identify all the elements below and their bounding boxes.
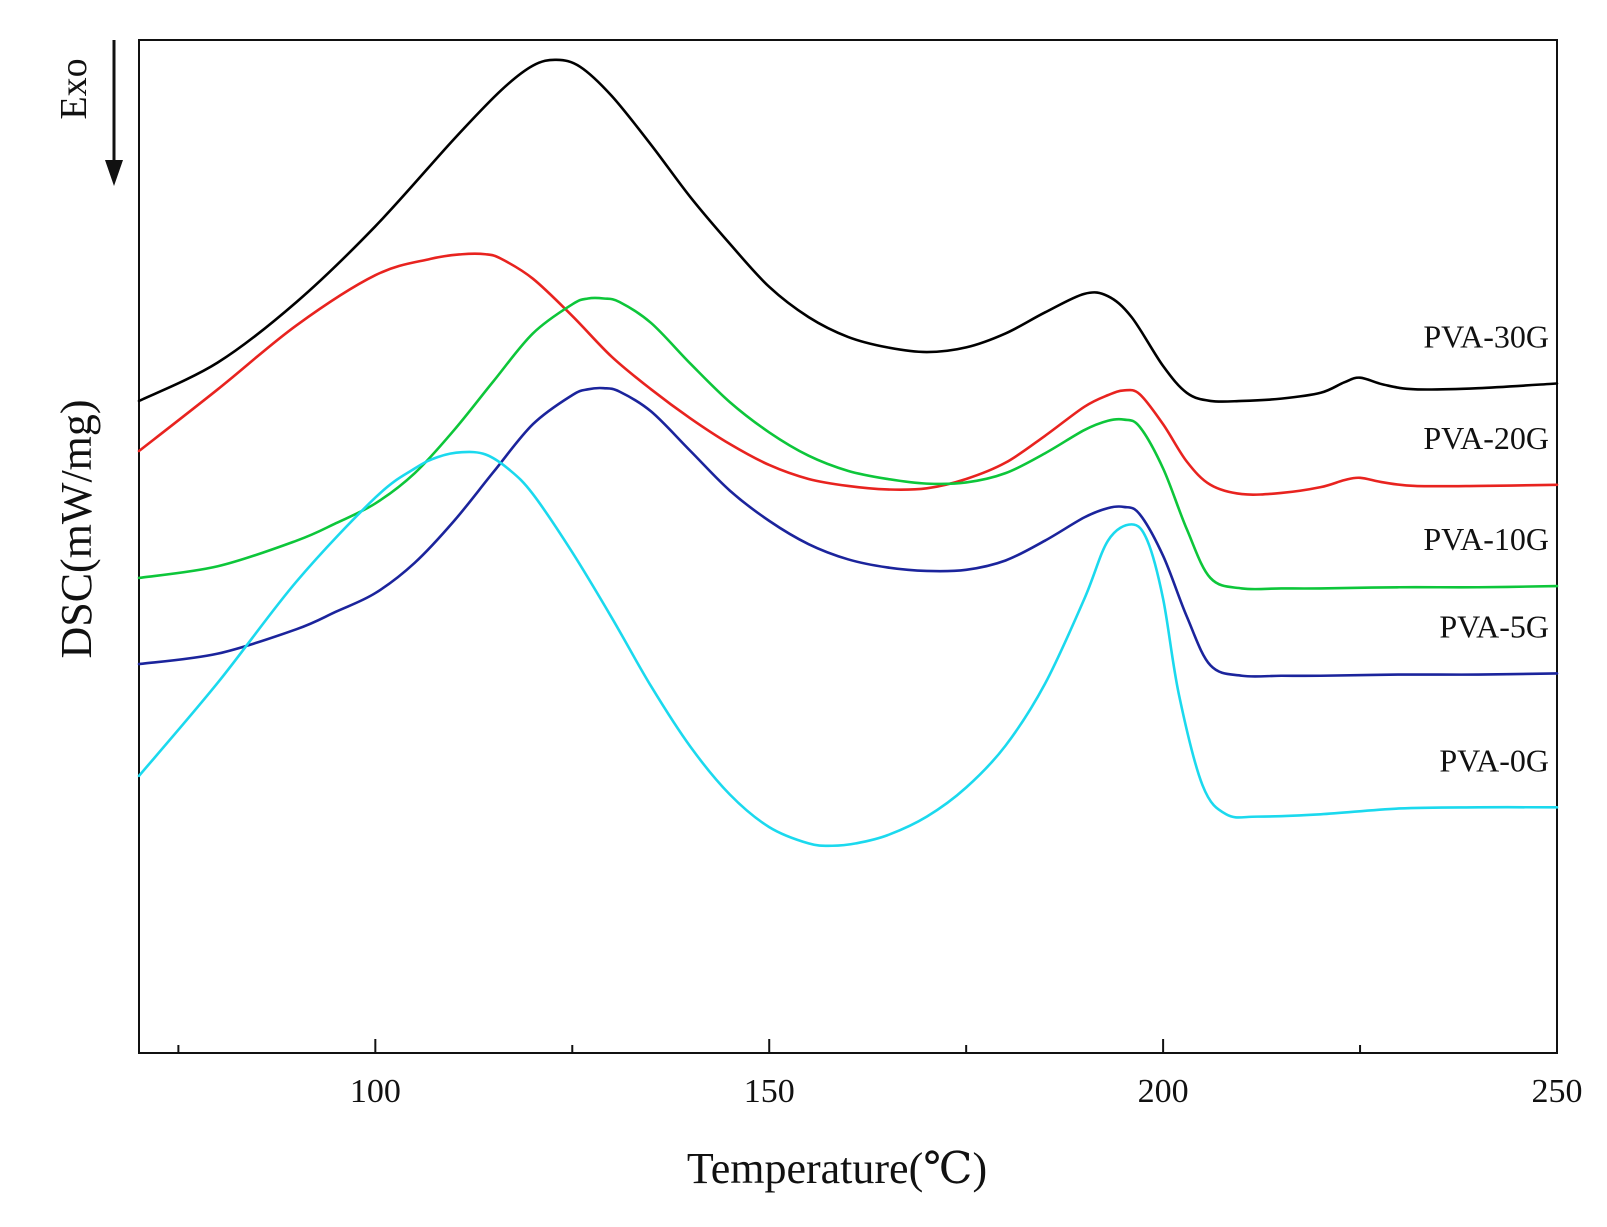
series-label-pva-20g: PVA-20G: [1423, 420, 1549, 456]
series-line-pva-0g: [137, 450, 1559, 848]
x-tick-label: 100: [350, 1073, 401, 1110]
x-tick-label: 150: [744, 1073, 795, 1110]
x-tick-label: 250: [1532, 1073, 1583, 1110]
series-layer: [137, 58, 1559, 848]
exo-label: Exo: [53, 58, 95, 119]
series-line-pva-20g: [137, 252, 1559, 496]
x-axis-ticks: 100 150 200 250: [177, 1039, 1583, 1110]
exo-arrow-head: [105, 160, 123, 186]
exo-indicator: Exo: [53, 40, 123, 186]
series-label-pva-10g: PVA-10G: [1423, 521, 1549, 557]
series-labels: PVA-30G PVA-20G PVA-10G PVA-5G PVA-0G: [1423, 318, 1549, 778]
series-label-pva-0g: PVA-0G: [1439, 742, 1549, 778]
series-line-pva-30g: [137, 58, 1559, 403]
plot-border: [138, 39, 1558, 1054]
series-label-pva-30g: PVA-30G: [1423, 318, 1549, 354]
x-tick-label: 200: [1138, 1073, 1189, 1110]
x-axis-title: Temperature(℃): [687, 1144, 987, 1193]
series-line-pva-10g: [137, 296, 1559, 591]
plot-frame: [138, 39, 1558, 1054]
y-axis-title: DSC(mW/mg): [52, 399, 101, 658]
series-label-pva-5g: PVA-5G: [1439, 608, 1549, 644]
series-line-pva-5g: [137, 386, 1559, 678]
